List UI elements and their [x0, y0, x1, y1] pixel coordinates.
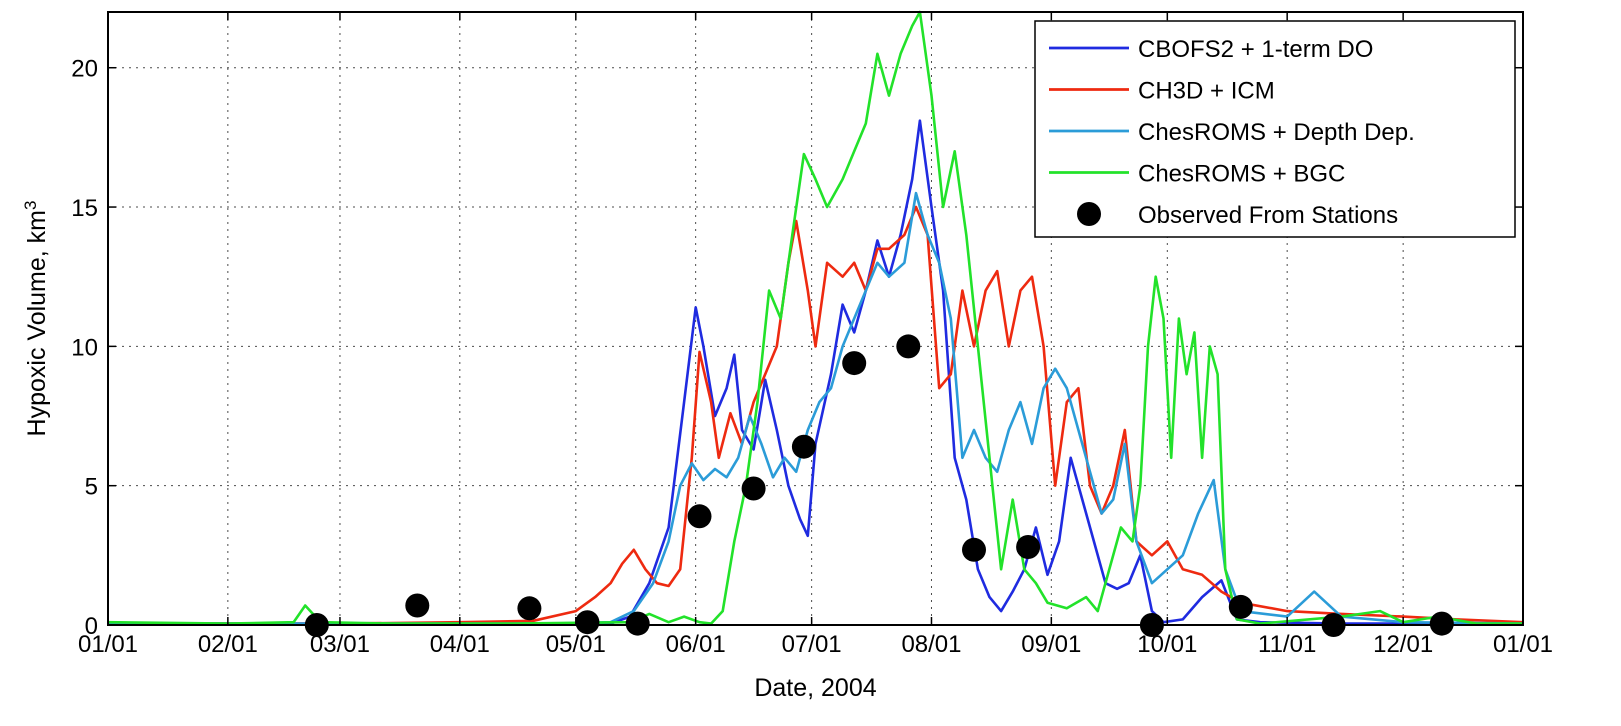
legend-label: ChesROMS + Depth Dep. [1138, 119, 1415, 146]
observed-point [741, 476, 766, 501]
legend-marker [1077, 202, 1101, 226]
y-tick-label: 15 [71, 195, 98, 222]
x-tick-label: 01/01 [1493, 631, 1553, 658]
x-tick-label: 01/01 [78, 631, 138, 658]
series-line-ch3d-icm [108, 205, 1524, 625]
series-line-chesroms-depth-dep [108, 191, 1524, 625]
legend-label: Observed From Stations [1138, 202, 1398, 229]
y-tick-label: 20 [71, 56, 98, 83]
legend-label: ChesROMS + BGC [1138, 161, 1345, 188]
x-tick-label: 06/01 [666, 631, 726, 658]
legend-box [1034, 20, 1516, 238]
y-axis-title-text: Hypoxic Volume, km [23, 210, 51, 436]
x-tick-label: 08/01 [901, 631, 961, 658]
observed-point [1429, 611, 1454, 636]
x-axis-ticks: 01/01 02/01 03/01 04/01 05/01 06/01 07/01 08/01… [78, 12, 1553, 658]
observed-point [575, 610, 600, 635]
legend: CBOFS2 + 1-term DO CH3D + ICM ChesROMS + D… [1034, 20, 1516, 238]
observed-point [1016, 535, 1041, 559]
plot-frame [107, 11, 1524, 626]
observed-point [896, 334, 921, 359]
y-tick-label: 5 [85, 474, 98, 501]
observed-point [962, 537, 986, 562]
x-axis-title: Date, 2004 [754, 674, 876, 702]
series-line-chesroms-bgc [107, 10, 1523, 625]
x-tick-label: 09/01 [1021, 631, 1081, 658]
observed-point [1228, 594, 1253, 619]
y-tick-label: 0 [85, 613, 98, 640]
x-tick-label: 05/01 [546, 631, 606, 658]
observed-point [625, 611, 650, 636]
x-tick-label: 07/01 [782, 631, 842, 658]
observed-point [687, 504, 712, 529]
observed-point [405, 593, 430, 618]
x-tick-label: 04/01 [430, 631, 490, 658]
x-tick-label: 03/01 [310, 631, 370, 658]
observed-point [791, 434, 816, 459]
x-tick-label: 11/01 [1258, 631, 1316, 658]
legend-label: CH3D + ICM [1138, 78, 1275, 105]
legend-label: CBOFS2 + 1-term DO [1138, 36, 1373, 63]
y-axis-title-superscript: 3 [21, 201, 40, 210]
observed-point [517, 596, 542, 621]
y-tick-label: 10 [71, 334, 98, 361]
x-tick-label: 10/01 [1137, 631, 1197, 658]
y-axis-ticks: 0 5 10 15 20 [71, 56, 1523, 640]
x-tick-label: 12/01 [1373, 631, 1433, 658]
y-axis-title: Hypoxic Volume, km3 [21, 201, 52, 437]
x-tick-label: 02/01 [198, 631, 258, 658]
series-lines [107, 10, 1524, 625]
observed-point [842, 351, 867, 376]
